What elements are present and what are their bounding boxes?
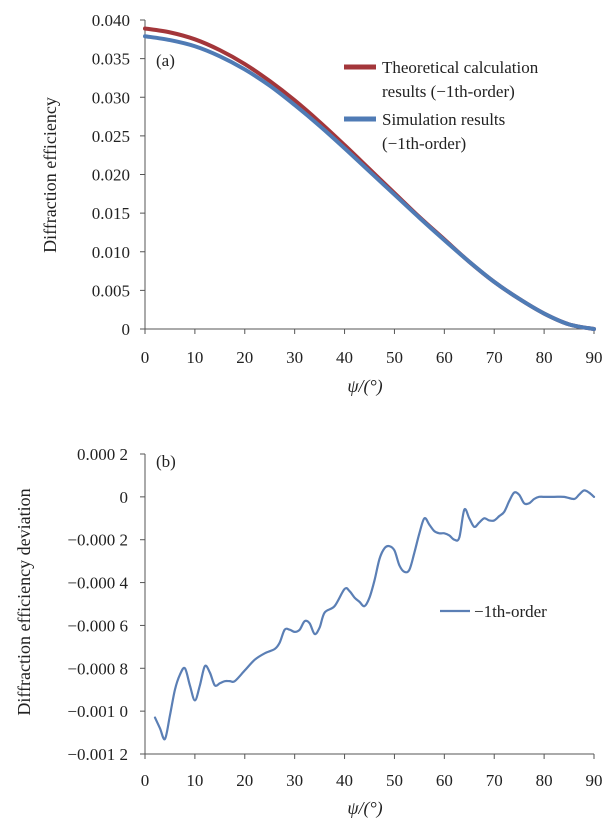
panel-b-x-tick-label: 80 [536,771,553,790]
panel-a-xlabel: ψ/(°) [347,376,382,397]
panel-a-series [143,26,596,331]
panel-b-axes: 0 10 20 30 40 50 60 70 80 90 0.000 2 0 −0.000 2 −0.00… [67,445,602,790]
panel-b-y-tick-label: −0.000 2 [67,531,128,550]
panel-a-y-tick-label: 0.015 [92,204,130,223]
panel-b-y-tick-label: 0.000 2 [77,445,128,464]
panel-a-legend-label-2: (−1th-order) [382,134,466,153]
panel-a-y-tick-label: 0.040 [92,11,130,30]
panel-b-series [153,489,596,741]
panel-a-x-tick-label: 30 [286,348,303,367]
panel-a-y-tick-label: 0.010 [92,243,130,262]
panel-a-y-tick-label: 0 [122,320,131,339]
panel-b-x-tick-label: 90 [586,771,603,790]
panel-a-y-tick-label: 0.035 [92,50,130,69]
panel-a-legend-label-1: results (−1th-order) [382,82,515,101]
panel-a-legend-label-2: Simulation results [382,110,505,129]
panel-b-x-tick-label: 30 [286,771,303,790]
panel-a-legend: Theoretical calculation results (−1th-ord… [344,58,539,153]
panel-b-legend-label: −1th-order [474,602,547,621]
panel-b-y-tick-label: −0.000 4 [67,574,128,593]
panel-b-legend: −1th-order [440,602,547,621]
panel-b-y-tick-label: −0.001 0 [67,702,128,721]
panel-a-x-tick-label: 0 [141,348,150,367]
panel-a-x-tick-label: 50 [386,348,403,367]
panel-a-x-tick-label: 20 [236,348,253,367]
panel-b-y-tick-label: 0 [120,488,129,507]
panel-a-x-tick-label: 70 [486,348,503,367]
panel-a-label: (a) [156,51,175,70]
panel-b-x-tick-label: 60 [436,771,453,790]
panel-b-x-tick-label: 40 [336,771,353,790]
panel-b-x-tick-label: 50 [386,771,403,790]
panel-a-ylabel: Diffraction efficiency [40,97,60,253]
panel-a-series-line-2 [143,34,596,331]
panel-a-axes: 0 10 20 30 40 50 60 70 80 90 0 0.005 0.010 0.015 0.020… [92,11,603,367]
panel-b-label: (b) [156,452,176,471]
panel-a-y-tick-label: 0.020 [92,166,130,185]
panel-a-y-tick-label: 0.030 [92,88,130,107]
panel-b-y-tick-label: −0.000 8 [67,659,128,678]
panel-a-x-tick-label: 60 [436,348,453,367]
panel-b-x-tick-label: 0 [141,771,150,790]
panel-a-y-tick-label: 0.005 [92,281,130,300]
panel-b-y-tick-label: −0.000 6 [67,616,128,635]
panel-b-series-line-1 [153,489,596,741]
panel-b-x-tick-label: 70 [486,771,503,790]
panel-a-y-tick-label: 0.025 [92,127,130,146]
panel-b-x-tick-label: 20 [236,771,253,790]
panel-a-x-tick-label: 40 [336,348,353,367]
panel-a-x-tick-label: 10 [186,348,203,367]
panel-b-y-tick-label: −0.001 2 [67,745,128,764]
panel-a-legend-label-1: Theoretical calculation [382,58,539,77]
panel-a-x-tick-label: 80 [536,348,553,367]
panel-b: (b) Diffraction efficiency deviation ψ/(… [14,445,603,819]
panel-b-ylabel: Diffraction efficiency deviation [14,488,34,715]
panel-a: (a) Diffraction efficiency ψ/(°) 0 10 20 30… [40,11,603,397]
panel-b-xlabel: ψ/(°) [347,798,382,819]
panel-b-x-tick-label: 10 [186,771,203,790]
panel-a-x-tick-label: 90 [586,348,603,367]
